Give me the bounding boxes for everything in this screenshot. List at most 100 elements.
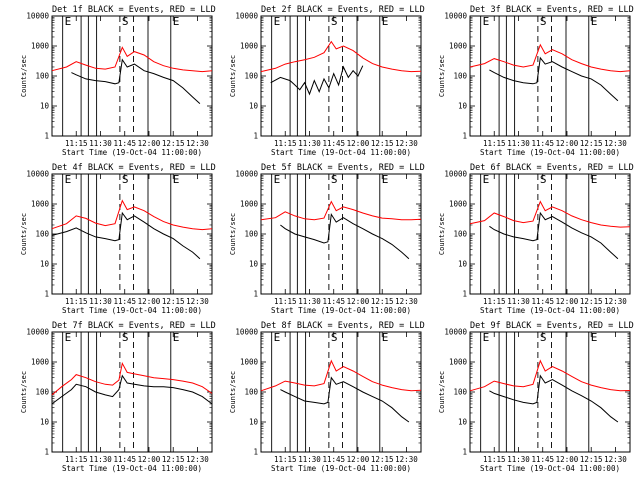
x-tick-label: 11:30 — [298, 455, 321, 464]
x-tick-label: 12:00 — [556, 139, 579, 148]
panel-9: Det 9f BLACK = Events, RED = LLD 1 10 100 10… — [438, 321, 634, 473]
y-tick-label: 1 — [44, 290, 49, 299]
y-axis-label: Counts/sec — [229, 55, 237, 97]
x-tick-label: 11:45 — [113, 297, 136, 306]
y-tick-label: 100 — [35, 388, 49, 397]
y-tick-label: 1 — [462, 132, 467, 141]
x-tick-label: 11:15 — [483, 297, 506, 306]
y-tick-label: 100 — [453, 388, 467, 397]
x-tick-label: 12:00 — [138, 297, 161, 306]
y-tick-label: 10 — [458, 418, 468, 427]
y-axis-label: Counts/sec — [20, 213, 28, 255]
y-tick-label: 10 — [458, 102, 468, 111]
plot-frame — [51, 331, 213, 453]
x-tick-label: 11:45 — [322, 455, 345, 464]
series-lld-line — [469, 43, 631, 73]
marker-label: E — [382, 15, 389, 28]
x-tick-label: 11:30 — [507, 139, 530, 148]
x-tick-label: 12:30 — [186, 455, 209, 464]
series-lld-line — [260, 200, 422, 221]
marker-label: E — [591, 15, 598, 28]
x-tick-label: 12:30 — [186, 139, 209, 148]
marker-label: S — [122, 173, 129, 186]
plot-frame — [260, 173, 422, 295]
y-tick-label: 10000 — [444, 328, 467, 337]
x-tick-label: 11:30 — [507, 455, 530, 464]
panel-title: Det 8f BLACK = Events, RED = LLD — [261, 321, 425, 331]
plot-frame — [51, 173, 213, 295]
x-tick-label: 12:15 — [371, 297, 394, 306]
y-axis-label: Counts/sec — [229, 371, 237, 413]
panel-title: Det 9f BLACK = Events, RED = LLD — [470, 321, 634, 331]
x-axis-label: Start Time (19-Oct-04 11:00:00) — [480, 464, 620, 473]
y-tick-label: 10000 — [26, 328, 49, 337]
y-axis-label: Counts/sec — [229, 213, 237, 255]
panel-title: Det 4f BLACK = Events, RED = LLD — [52, 163, 216, 173]
x-tick-label: 12:30 — [395, 455, 418, 464]
x-tick-label: 12:15 — [580, 455, 603, 464]
y-tick-label: 1000 — [240, 200, 259, 209]
marker-label: E — [173, 331, 180, 344]
plot-frame — [51, 15, 213, 137]
panel-1: Det 1f BLACK = Events, RED = LLD 1 10 100 10… — [20, 5, 216, 157]
panel-4: Det 4f BLACK = Events, RED = LLD 1 10 100 10… — [20, 163, 216, 315]
y-tick-label: 1000 — [31, 200, 50, 209]
marker-label: S — [122, 15, 129, 28]
x-tick-label: 11:45 — [531, 139, 554, 148]
series-events-line — [270, 65, 364, 96]
y-tick-label: 10 — [40, 102, 50, 111]
x-tick-label: 12:30 — [604, 297, 627, 306]
panel-8: Det 8f BLACK = Events, RED = LLD 1 10 100 10… — [229, 321, 425, 473]
plot-frame — [469, 331, 631, 453]
panel-5: Det 5f BLACK = Events, RED = LLD 1 10 100 10… — [229, 163, 425, 315]
x-tick-label: 12:15 — [162, 455, 185, 464]
series-events-line — [71, 58, 201, 104]
y-tick-label: 100 — [244, 388, 258, 397]
marker-label: S — [540, 173, 547, 186]
x-tick-label: 11:45 — [322, 297, 345, 306]
x-tick-label: 12:30 — [604, 139, 627, 148]
x-tick-label: 12:15 — [162, 297, 185, 306]
x-tick-label: 12:30 — [186, 297, 209, 306]
x-tick-label: 12:00 — [347, 455, 370, 464]
x-tick-label: 12:30 — [395, 297, 418, 306]
series-lld-line — [469, 200, 631, 228]
y-tick-label: 10000 — [444, 170, 467, 179]
series-events-line — [51, 374, 213, 405]
y-tick-label: 10000 — [235, 12, 258, 21]
panel-title: Det 7f BLACK = Events, RED = LLD — [52, 321, 216, 331]
marker-label: E — [65, 173, 72, 186]
series-events-line — [280, 212, 410, 260]
marker-label: S — [331, 173, 338, 186]
x-axis-label: Start Time (19-Oct-04 11:00:00) — [62, 464, 202, 473]
x-tick-label: 11:30 — [298, 139, 321, 148]
x-tick-label: 12:00 — [138, 455, 161, 464]
y-tick-label: 1 — [253, 132, 258, 141]
y-tick-label: 1000 — [449, 358, 468, 367]
x-axis-label: Start Time (19-Oct-04 11:00:00) — [62, 306, 202, 315]
y-tick-label: 1000 — [31, 358, 50, 367]
marker-label: S — [122, 331, 129, 344]
marker-label: E — [173, 173, 180, 186]
y-tick-label: 10000 — [235, 328, 258, 337]
x-tick-label: 11:45 — [531, 297, 554, 306]
y-tick-label: 10 — [249, 418, 259, 427]
panel-title: Det 2f BLACK = Events, RED = LLD — [261, 5, 425, 15]
marker-label: S — [540, 15, 547, 28]
panel-7: Det 7f BLACK = Events, RED = LLD 1 10 100 10… — [20, 321, 216, 473]
x-tick-label: 12:30 — [604, 455, 627, 464]
y-tick-label: 100 — [35, 230, 49, 239]
series-events-line — [489, 211, 619, 260]
y-tick-label: 1000 — [449, 42, 468, 51]
y-tick-label: 10 — [40, 260, 50, 269]
panel-title: Det 6f BLACK = Events, RED = LLD — [470, 163, 634, 173]
y-tick-label: 10 — [40, 418, 50, 427]
series-events-line — [51, 211, 201, 260]
series-lld-line — [260, 40, 422, 73]
y-tick-label: 100 — [244, 230, 258, 239]
panel-2: Det 2f BLACK = Events, RED = LLD 1 10 100 10… — [229, 5, 425, 157]
panel-title: Det 1f BLACK = Events, RED = LLD — [52, 5, 216, 15]
y-axis-label: Counts/sec — [438, 371, 446, 413]
marker-label: E — [274, 15, 281, 28]
y-tick-label: 1 — [462, 290, 467, 299]
